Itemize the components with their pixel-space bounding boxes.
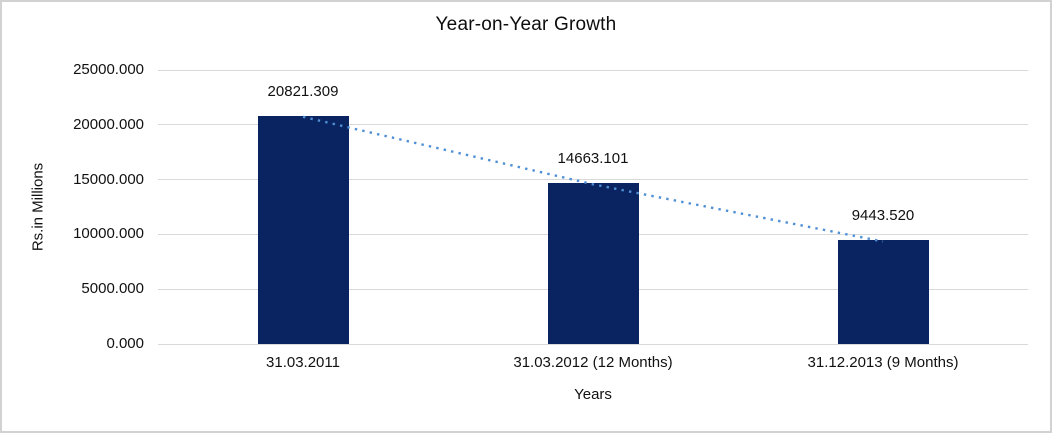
bar [547, 183, 639, 344]
y-tick-label: 20000.000 [73, 115, 144, 133]
x-tick-label: 31.03.2012 (12 Months) [513, 354, 673, 371]
gridline [158, 343, 1028, 345]
x-tick-label: 31.12.2013 (9 Months) [807, 354, 959, 371]
gridline [158, 179, 1028, 181]
y-tick-label: 5000.000 [81, 280, 144, 298]
y-tick-label: 0.000 [106, 335, 144, 352]
y-tick-label: 25000.000 [73, 61, 144, 78]
bar-data-label: 14663.101 [557, 150, 629, 168]
plot-area: 20821.309 14663.101 9443.520 [158, 69, 1028, 345]
y-tick-label: 15000.000 [73, 170, 144, 188]
gridline [158, 69, 1028, 71]
y-tick-label: 10000.000 [73, 225, 144, 243]
x-tick-label: 31.03.2011 [266, 354, 340, 371]
bar-data-label: 9443.520 [851, 207, 915, 225]
bar [837, 240, 929, 344]
chart-title: Year-on-Year Growth [435, 14, 617, 35]
trendline-dotted [302, 115, 884, 243]
bar [257, 115, 349, 344]
x-axis-title: Years [574, 386, 612, 403]
gridline [158, 124, 1028, 126]
bar-data-label: 20821.309 [267, 82, 339, 100]
